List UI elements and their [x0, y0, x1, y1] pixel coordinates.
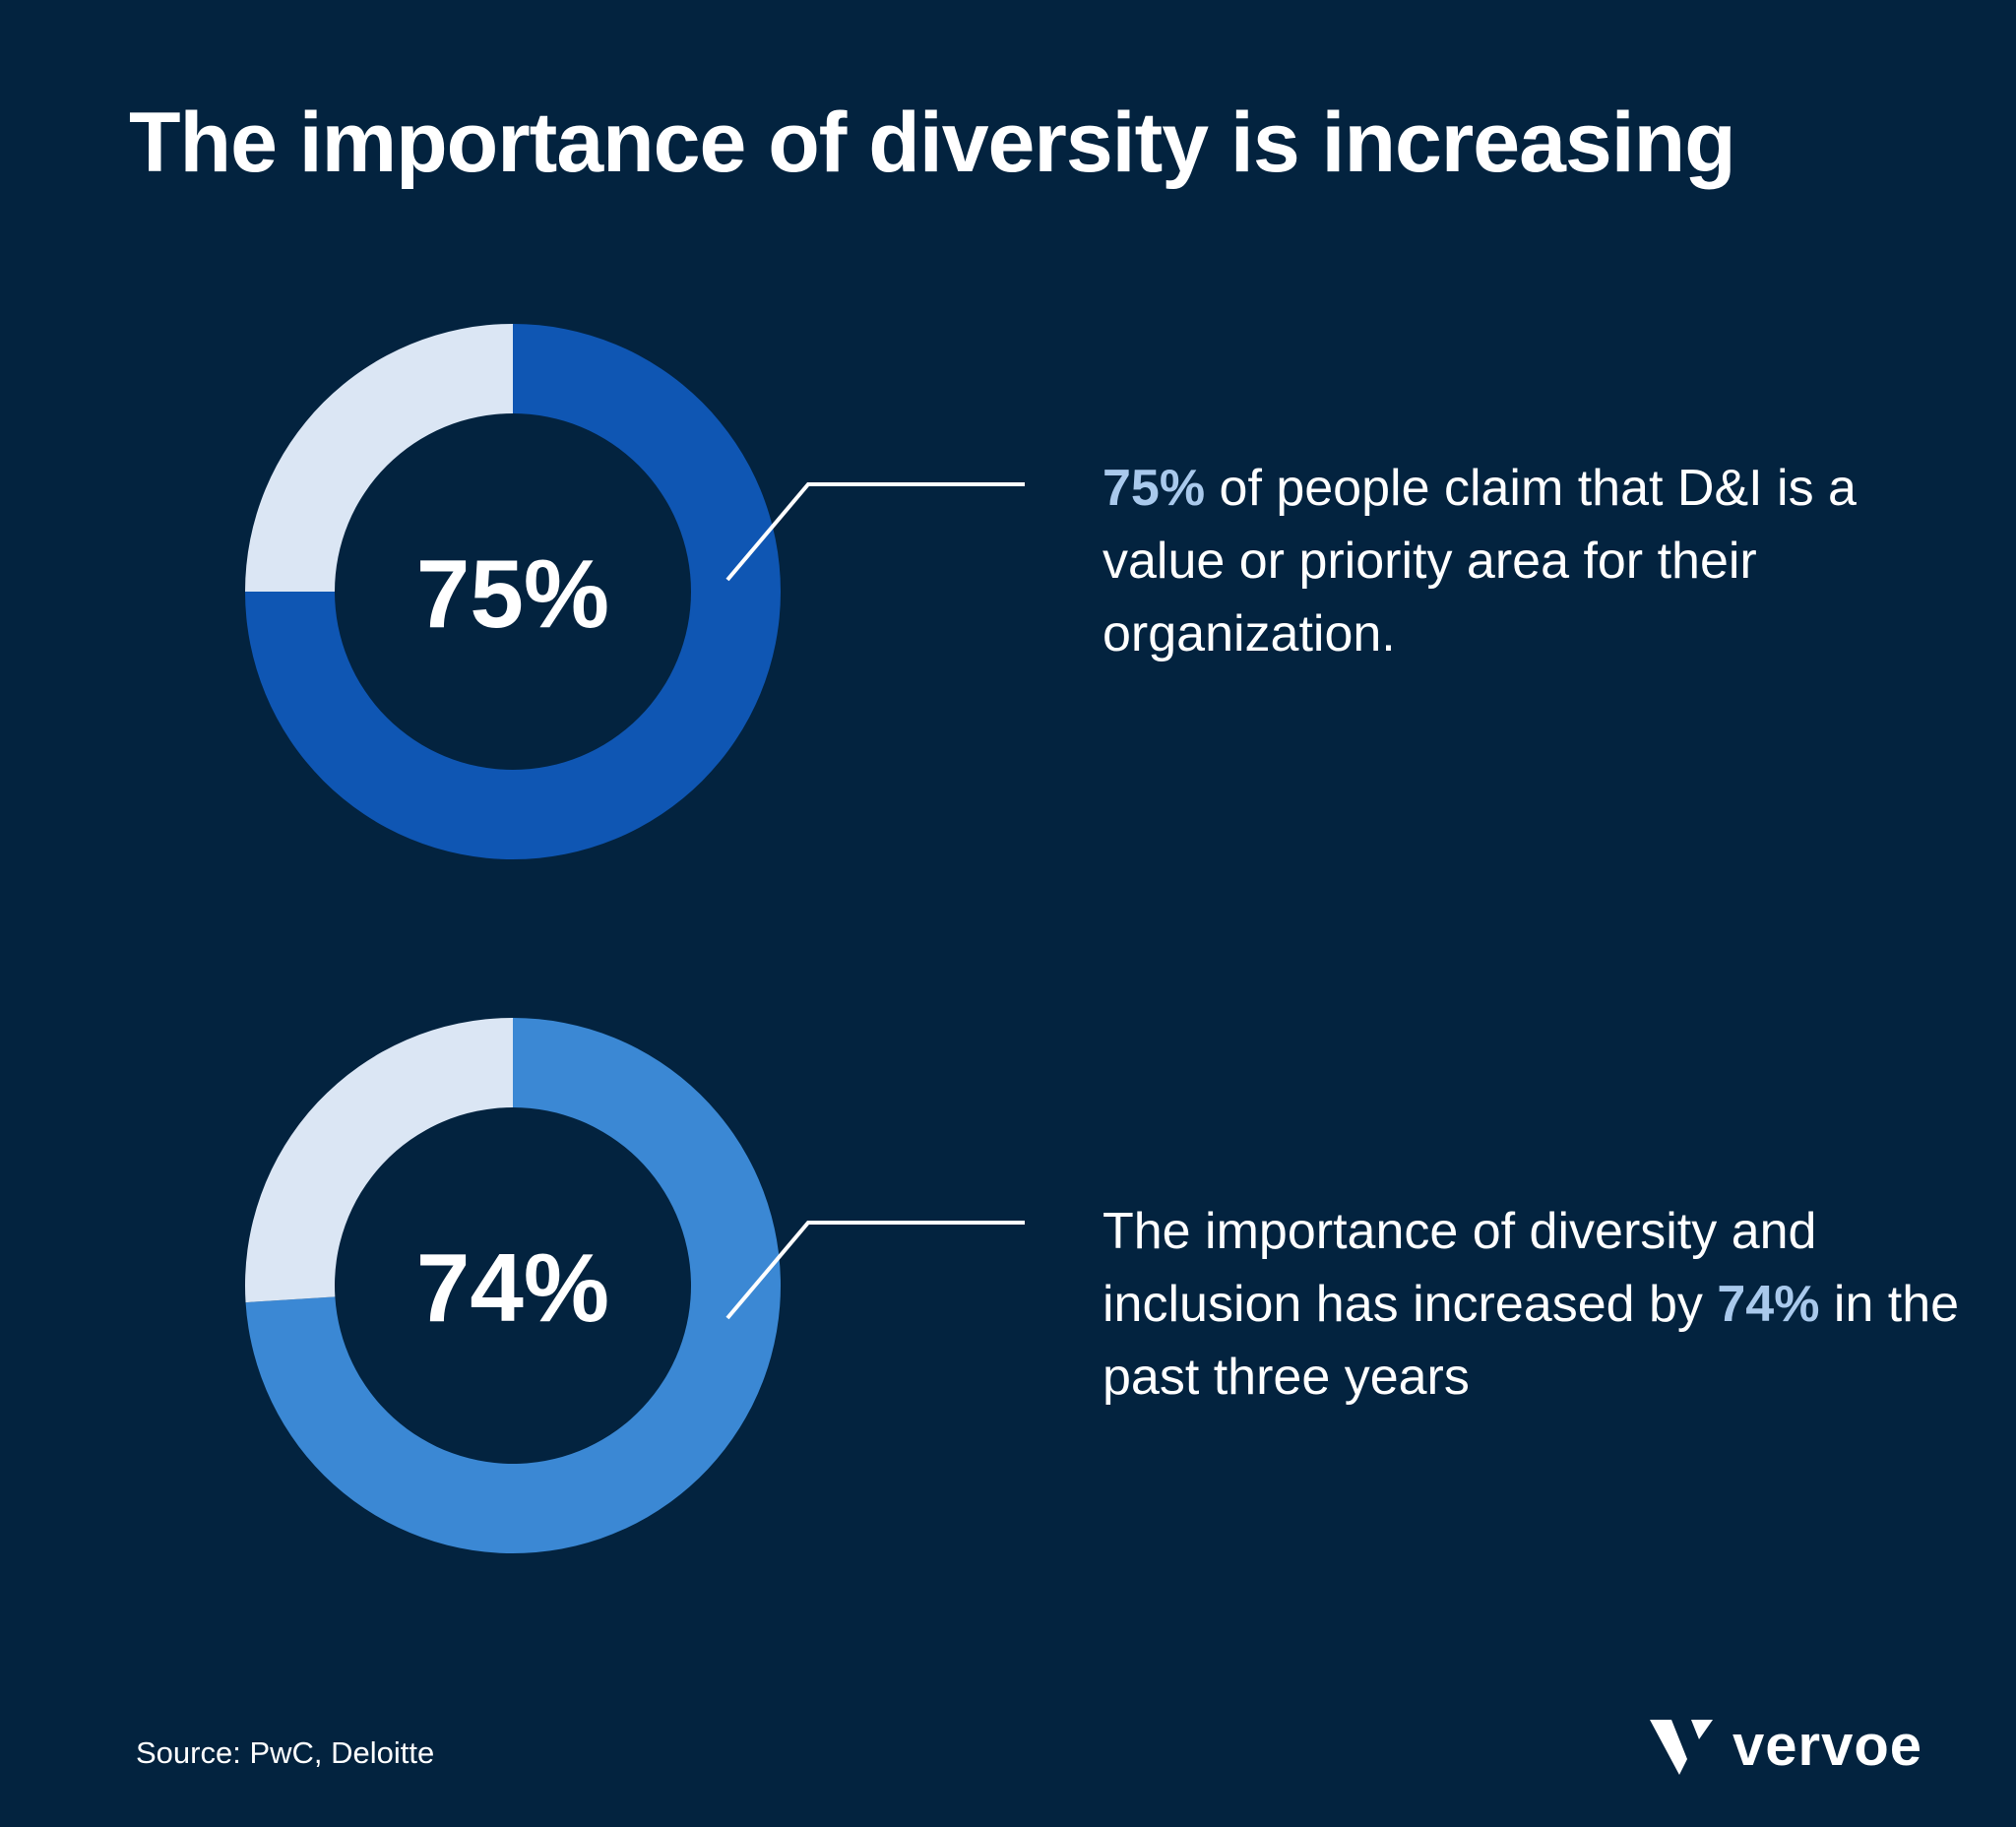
stat-highlight: 74%: [1717, 1276, 1820, 1333]
donut-center-label-2: 74%: [416, 1233, 609, 1342]
donut-chart-1: [245, 324, 781, 859]
donut-center-label-1: 75%: [416, 539, 609, 648]
donut-segment-value: [245, 1018, 781, 1553]
stat-text: of people claim that D&I is a value or p…: [1102, 460, 1857, 662]
vervoe-logo: vervoe: [1650, 1713, 1922, 1779]
vervoe-v-icon: [1650, 1719, 1713, 1775]
leader-line-2: [725, 1221, 1025, 1320]
donut-segment-remainder: [245, 324, 513, 592]
logo-text: vervoe: [1732, 1714, 1923, 1778]
stat-description-2: The importance of diversity and inclusio…: [1102, 1195, 1988, 1414]
donut-segment-value: [245, 324, 781, 859]
page-title: The importance of diversity is increasin…: [129, 95, 1736, 190]
stat-description-1: 75% of people claim that D&I is a value …: [1102, 452, 1988, 670]
stat-text: in the past three years: [1102, 1276, 1960, 1406]
stat-highlight: 75%: [1102, 460, 1206, 517]
donut-chart-2: [244, 1018, 781, 1553]
stat-text: The importance of diversity and inclusio…: [1102, 1203, 1817, 1333]
source-note: Source: PwC, Deloitte: [136, 1735, 435, 1770]
donut-segment-remainder: [244, 1018, 513, 1303]
leader-line-1: [725, 482, 1025, 582]
